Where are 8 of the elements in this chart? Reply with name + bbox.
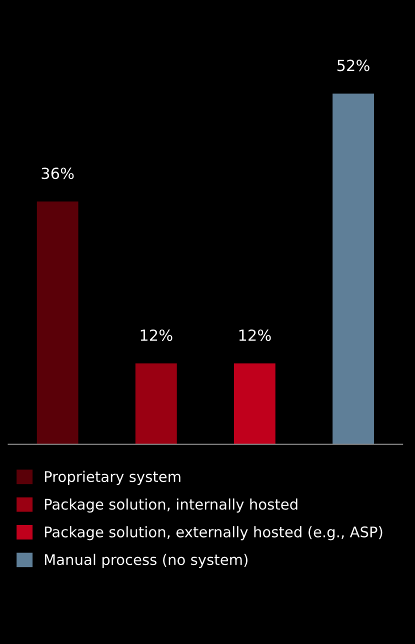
data-label: 52% [337, 60, 370, 72]
legend-label: Proprietary system [44, 470, 180, 485]
legend-label: Package solution, externally hosted (e.g., ASP) [44, 526, 382, 540]
data-label: 36% [42, 168, 74, 180]
data-label: 12% [140, 329, 172, 342]
legend-label: Manual process (no system) [44, 554, 248, 568]
legend-label: Package solution, internally hosted [44, 498, 298, 513]
data-label: 12% [239, 329, 271, 342]
